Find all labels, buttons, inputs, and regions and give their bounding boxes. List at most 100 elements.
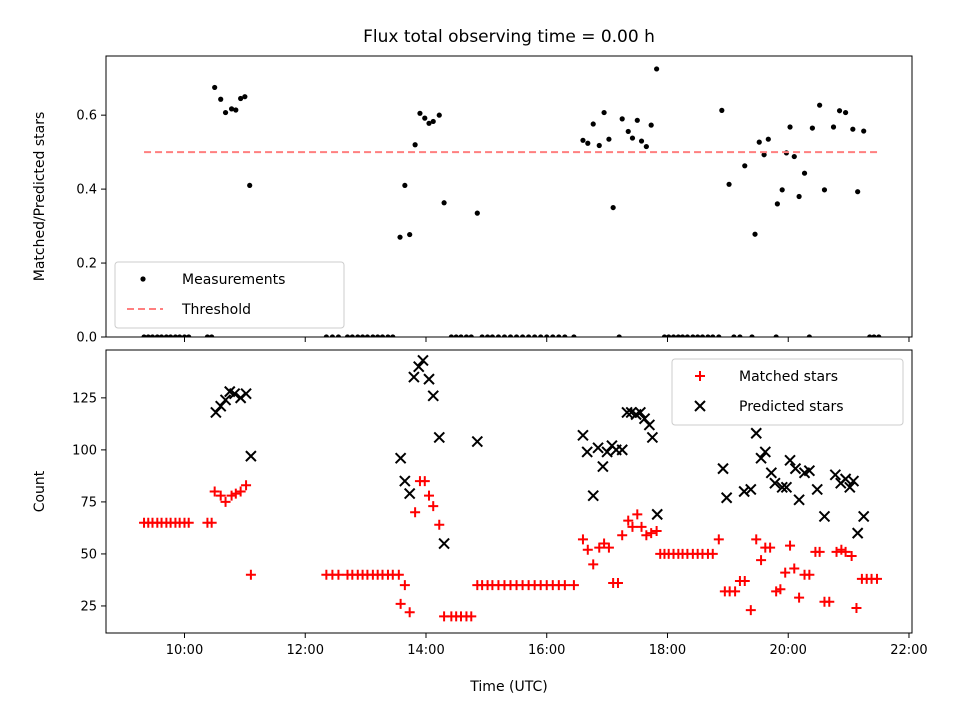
- measurements-point: [619, 116, 625, 122]
- matched-stars-point: [707, 548, 718, 559]
- measurements-point: [731, 334, 737, 337]
- matched-stars-point: [404, 607, 415, 618]
- measurements-point: [242, 94, 248, 100]
- measurements-point: [710, 334, 716, 337]
- predicted-stars-point: [245, 450, 257, 462]
- measurements-point: [679, 334, 686, 337]
- predicted-stars-point: [851, 527, 864, 539]
- predicted-stars-point: [219, 394, 232, 406]
- legend-label-matched-stars: Matched stars: [739, 369, 838, 385]
- y-tick-label: 75: [80, 495, 97, 510]
- matched-stars-point: [730, 586, 741, 597]
- measurements-point: [876, 334, 882, 337]
- predicted-stars-point: [646, 431, 659, 444]
- measurements-point: [204, 334, 211, 337]
- measurements-point: [397, 234, 403, 240]
- predicted-stars-point: [417, 354, 429, 367]
- legend-swatch-predicted-stars: [694, 400, 706, 412]
- predicted-stars-point: [394, 452, 407, 464]
- measurements-point: [737, 334, 743, 337]
- bottom-x-axis-label: Time (UTC): [469, 679, 547, 695]
- measurements-point: [489, 334, 495, 337]
- measurements-point: [344, 334, 351, 337]
- matched-stars-point: [627, 521, 638, 532]
- measurements-point: [495, 334, 502, 337]
- predicted-stars-point: [857, 510, 870, 523]
- matched-stars-point: [603, 542, 614, 553]
- matched-stars-point: [215, 490, 226, 501]
- x-tick-label: 16:00: [528, 643, 565, 658]
- matched-stars-point: [434, 519, 445, 530]
- matched-stars-point: [220, 496, 231, 507]
- measurements-point: [181, 334, 188, 337]
- measurements-point: [186, 334, 192, 337]
- measurements-point: [247, 182, 253, 189]
- x-tick-label: 14:00: [407, 643, 444, 658]
- matched-stars-point: [789, 563, 800, 574]
- legend-swatch-measurements: [140, 276, 146, 282]
- matched-stars-point: [713, 534, 724, 545]
- measurements-point: [705, 334, 711, 337]
- legend-label-measurements: Measurements: [182, 272, 285, 288]
- top-x-ticks: [183, 337, 910, 342]
- matched-stars-point: [871, 573, 882, 584]
- measurements-point: [359, 334, 366, 337]
- predicted-stars-point: [240, 387, 252, 400]
- legend-box: [114, 261, 345, 329]
- bottom-axes-frame: [105, 349, 913, 634]
- measurements-point: [648, 122, 654, 128]
- measurements-point: [329, 334, 336, 337]
- measurements-point: [507, 334, 514, 337]
- matched-stars-point: [756, 555, 767, 566]
- matched-stars-point: [775, 584, 786, 595]
- matched-stars-point: [824, 596, 835, 607]
- matched-stars-point: [646, 528, 657, 539]
- predicted-stars-point: [471, 435, 484, 448]
- matched-stars-point: [636, 521, 647, 532]
- legend-label-predicted-stars: Predicted stars: [739, 399, 844, 415]
- matched-stars-point: [428, 501, 439, 512]
- matched-stars-point: [577, 534, 588, 545]
- measurements-point: [601, 109, 607, 116]
- measurements-point: [726, 181, 732, 187]
- measurements-point: [335, 334, 342, 337]
- y-tick-label: 0.2: [76, 257, 97, 272]
- measurements-point: [238, 95, 244, 102]
- matched-stars-point: [617, 530, 628, 541]
- predicted-stars-point: [829, 469, 842, 481]
- measurements-point: [867, 334, 873, 337]
- measurements-point: [690, 334, 696, 337]
- measurements-point: [212, 84, 218, 91]
- matched-stars-point: [851, 603, 862, 614]
- measurements-point: [562, 334, 568, 337]
- x-tick-label: 22:00: [890, 643, 927, 658]
- matched-stars-point: [424, 490, 435, 501]
- measurements-point: [629, 135, 636, 141]
- measurements-point: [556, 334, 562, 337]
- measurements-point: [779, 187, 785, 193]
- measurements-point: [761, 152, 767, 158]
- predicted-stars-point: [759, 446, 771, 458]
- measurements-point: [836, 108, 843, 114]
- measurements-point: [484, 334, 491, 337]
- predicted-stars-point: [634, 406, 647, 419]
- predicted-stars-point: [803, 464, 816, 477]
- bottom-axes: 10:00 12:00 14:00 16:00 18:00 20:00 22:00 25 50…: [32, 349, 928, 695]
- measurements-point: [526, 334, 532, 337]
- predicted-stars-point: [755, 452, 767, 464]
- measurements-point: [458, 334, 464, 337]
- measurements-point: [756, 139, 762, 145]
- matched-stars-point: [785, 540, 796, 551]
- measurements-point: [532, 334, 538, 337]
- bottom-y-ticks: 25 50 75 100 125: [72, 391, 106, 614]
- matched-stars-point: [632, 509, 643, 520]
- predicted-stars-point: [738, 485, 750, 498]
- measurements-point: [610, 204, 616, 211]
- measurements-point: [791, 153, 797, 160]
- matched-stars-point: [410, 507, 421, 518]
- matched-stars-point: [466, 611, 477, 622]
- chart-title: Flux total observing time = 0.00 h: [363, 27, 655, 47]
- predicted-stars-point: [651, 508, 663, 521]
- measurements-point: [699, 334, 706, 337]
